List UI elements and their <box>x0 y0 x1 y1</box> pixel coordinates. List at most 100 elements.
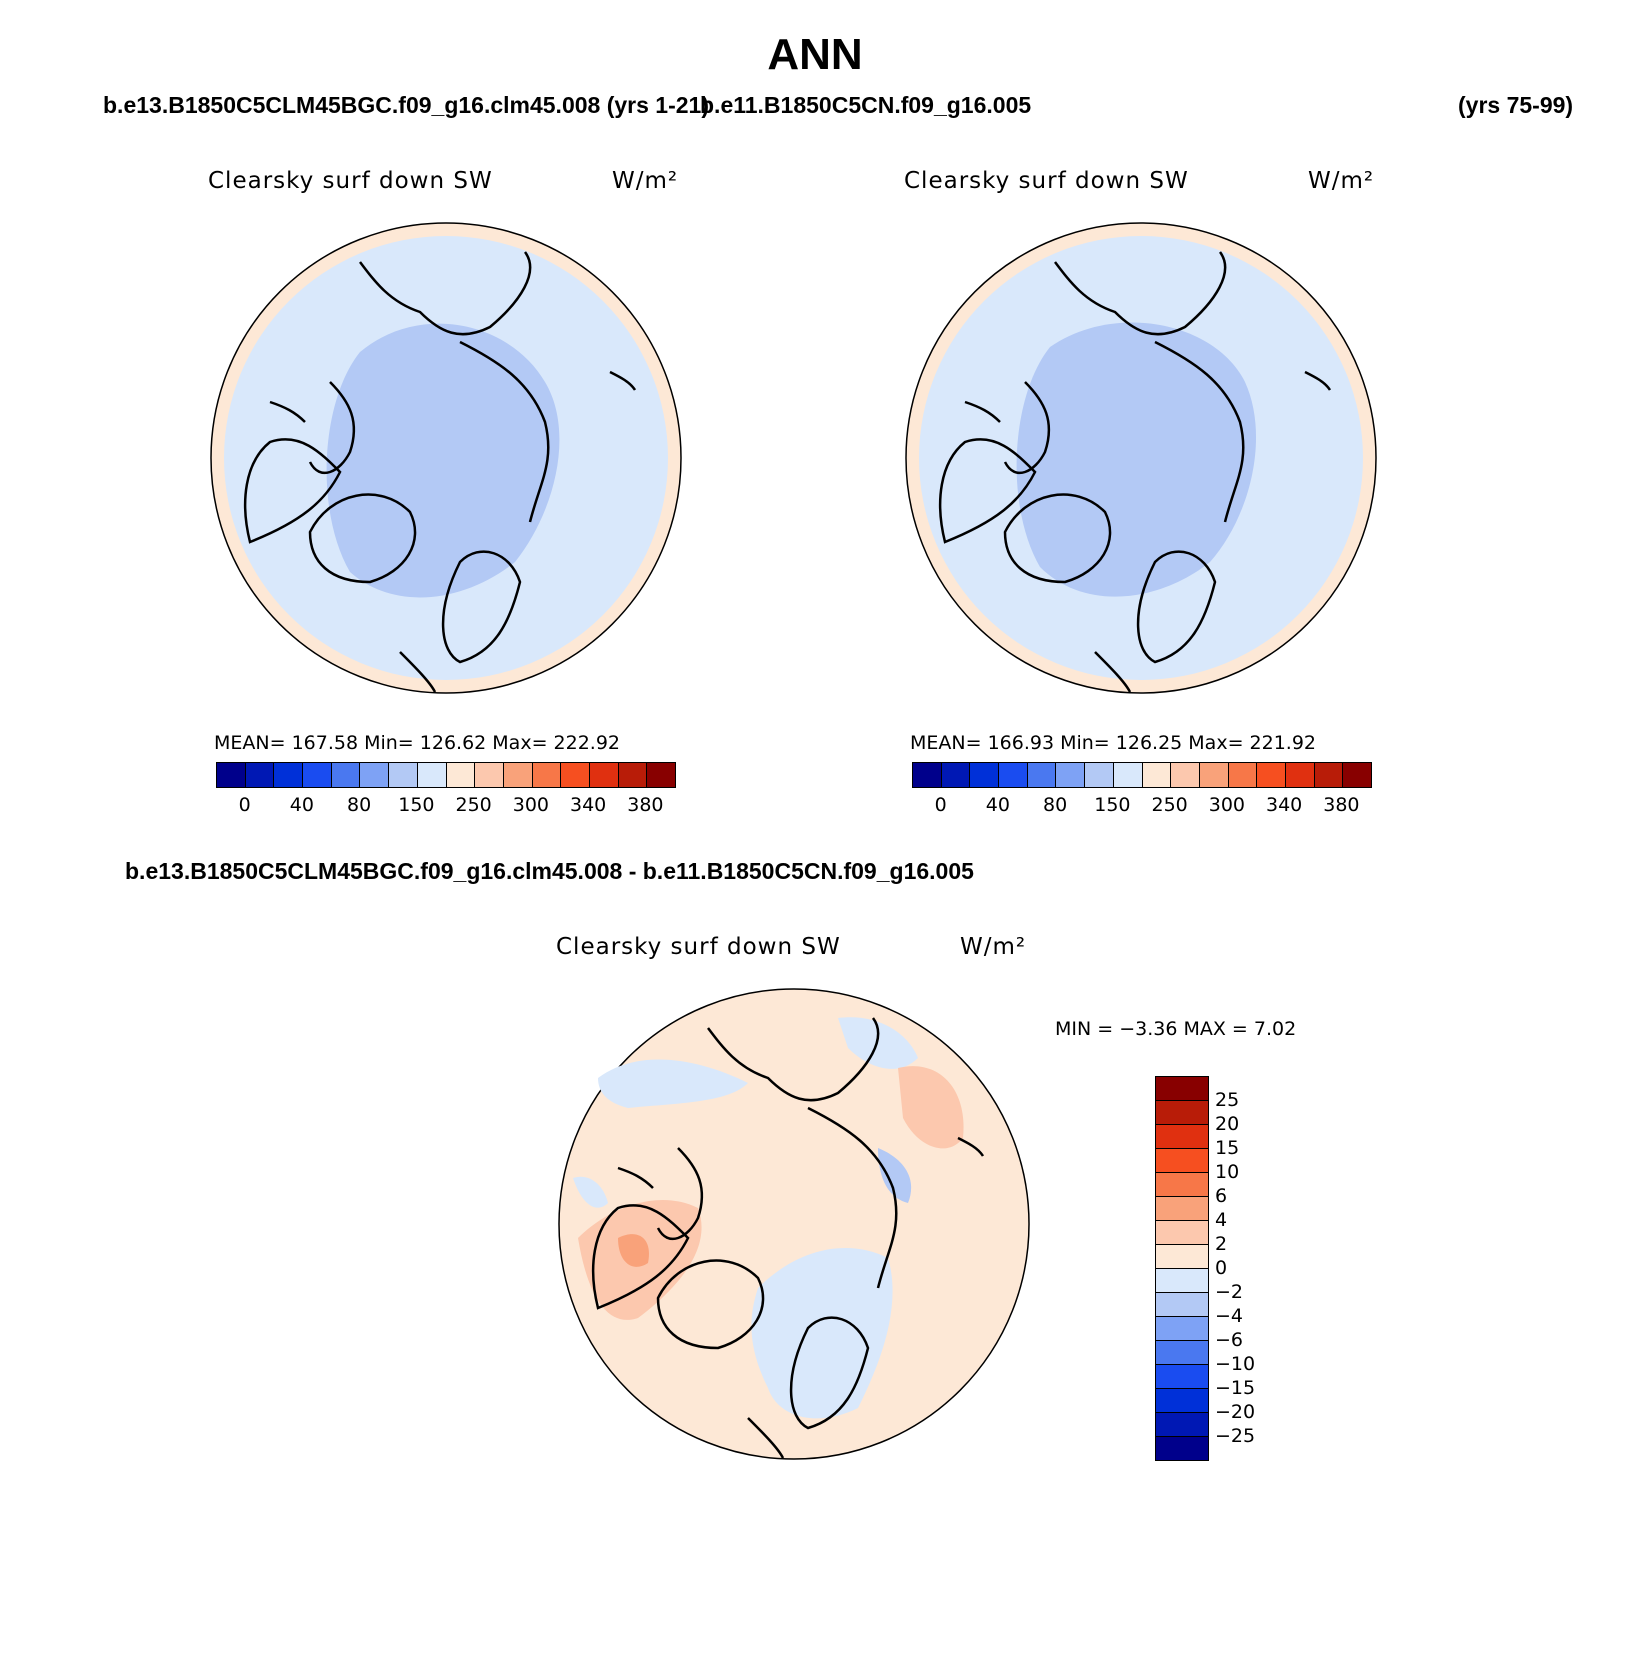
diff-colorbar-swatch <box>1156 1197 1208 1221</box>
colorbar-swatch <box>913 763 942 787</box>
diff-colorbar-swatch <box>1156 1365 1208 1389</box>
colorbar-swatch <box>503 763 533 787</box>
panel1-colorbar <box>216 762 676 788</box>
diff-units: W/m² <box>960 934 1027 960</box>
diff-colorbar-tick-label: 0 <box>1215 1257 1228 1279</box>
colorbar-swatch <box>1314 763 1344 787</box>
diff-colorbar-tick-label: 20 <box>1215 1113 1240 1135</box>
diff-colorbar-tick-label: −6 <box>1215 1329 1244 1351</box>
main-title: ANN <box>767 30 863 79</box>
colorbar-swatch <box>561 763 590 787</box>
colorbar-swatch <box>999 763 1028 787</box>
colorbar-swatch <box>1056 763 1086 787</box>
colorbar-swatch <box>446 763 476 787</box>
diff-colorbar-swatch <box>1156 1245 1208 1269</box>
panel1-units: W/m² <box>612 168 679 194</box>
diff-colorbar-tick-label: −2 <box>1215 1281 1244 1303</box>
diff-map <box>558 988 1030 1460</box>
colorbar-swatch <box>417 763 447 787</box>
colorbar-tick-label: 380 <box>627 794 664 816</box>
diff-colorbar-swatch <box>1156 1437 1208 1460</box>
panel1-stats: MEAN= 167.58 Min= 126.62 Max= 222.92 <box>214 732 621 754</box>
colorbar-swatch <box>245 763 275 787</box>
diff-negative-region-1 <box>598 1059 748 1108</box>
colorbar-tick-label: 250 <box>1151 794 1188 816</box>
diff-colorbar-swatch <box>1156 1269 1208 1293</box>
case2-title: b.e11.B1850C5CN.f09_g16.005 <box>700 92 1032 118</box>
panel2-map <box>905 222 1377 694</box>
panel2-colorbar <box>912 762 1372 788</box>
diff-colorbar-swatch <box>1156 1221 1208 1245</box>
diff-colorbar-tick-label: 4 <box>1215 1209 1228 1231</box>
diff-colorbar-swatch <box>1156 1413 1208 1437</box>
diff-colorbar-tick-label: −15 <box>1215 1377 1256 1399</box>
colorbar-swatch <box>1113 763 1143 787</box>
colorbar-tick-label: 80 <box>347 794 372 816</box>
colorbar-swatch <box>475 763 504 787</box>
panel2-inner-zone <box>1016 322 1257 597</box>
diff-colorbar-tick-label: 2 <box>1215 1233 1228 1255</box>
colorbar-tick-label: 340 <box>569 794 607 816</box>
colorbar-tick-label: 80 <box>1043 794 1068 816</box>
colorbar-tick-label: 0 <box>238 794 251 816</box>
colorbar-swatch <box>331 763 361 787</box>
diff-colorbar-tick-label: 15 <box>1215 1137 1240 1159</box>
colorbar-tick-label: 300 <box>1208 794 1246 816</box>
panel1-coastlines <box>244 251 637 693</box>
diff-negative-region-4 <box>878 1148 912 1203</box>
case2-years: (yrs 75-99) <box>1458 92 1574 118</box>
diff-colorbar-swatch <box>1156 1077 1208 1101</box>
colorbar-swatch <box>1199 763 1229 787</box>
colorbar-swatch <box>1343 763 1371 787</box>
colorbar-swatch <box>1228 763 1258 787</box>
diff-colorbar-tick-label: 25 <box>1215 1089 1240 1111</box>
panel2-variable: Clearsky surf down SW <box>904 168 1189 194</box>
diff-colorbar-swatch <box>1156 1389 1208 1413</box>
diff-colorbar <box>1155 1076 1209 1461</box>
diff-colorbar-swatch <box>1156 1293 1208 1317</box>
panel2-stats: MEAN= 166.93 Min= 126.25 Max= 221.92 <box>910 732 1317 754</box>
colorbar-tick-label: 300 <box>512 794 550 816</box>
colorbar-swatch <box>360 763 390 787</box>
diff-positive-region-2 <box>618 1234 649 1267</box>
diff-negative-region-5 <box>573 1176 608 1208</box>
colorbar-swatch <box>1285 763 1315 787</box>
colorbar-swatch <box>1171 763 1200 787</box>
colorbar-swatch <box>589 763 619 787</box>
case1-title: b.e13.B1850C5CLM45BGC.f09_g16.clm45.008 … <box>103 92 709 118</box>
diff-colorbar-tick-label: −20 <box>1215 1401 1256 1423</box>
colorbar-swatch <box>1257 763 1286 787</box>
colorbar-swatch <box>941 763 971 787</box>
diff-colorbar-tick-label: −25 <box>1215 1425 1256 1447</box>
colorbar-tick-label: 40 <box>985 794 1010 816</box>
panel2-coastlines <box>939 251 1332 693</box>
colorbar-swatch <box>532 763 562 787</box>
diff-colorbar-swatch <box>1156 1341 1208 1365</box>
diff-variable: Clearsky surf down SW <box>556 934 841 960</box>
diff-colorbar-swatch <box>1156 1149 1208 1173</box>
diff-title: b.e13.B1850C5CLM45BGC.f09_g16.clm45.008 … <box>125 858 974 884</box>
colorbar-tick-label: 340 <box>1265 794 1303 816</box>
colorbar-swatch <box>618 763 648 787</box>
panel1-inner-zone <box>326 323 560 598</box>
diff-colorbar-swatch <box>1156 1101 1208 1125</box>
colorbar-swatch <box>1142 763 1172 787</box>
diff-negative-region-2 <box>751 1248 893 1419</box>
colorbar-swatch <box>647 763 675 787</box>
colorbar-swatch <box>303 763 332 787</box>
diff-colorbar-swatch <box>1156 1125 1208 1149</box>
colorbar-swatch <box>1027 763 1057 787</box>
panel2-units: W/m² <box>1308 168 1375 194</box>
colorbar-swatch <box>970 763 1000 787</box>
diff-colorbar-tick-label: 6 <box>1215 1185 1228 1207</box>
colorbar-tick-label: 380 <box>1323 794 1360 816</box>
colorbar-swatch <box>389 763 418 787</box>
colorbar-tick-label: 150 <box>1094 794 1131 816</box>
panel1-map <box>210 222 682 694</box>
diff-minmax: MIN = −3.36 MAX = 7.02 <box>1055 1018 1297 1040</box>
colorbar-swatch <box>217 763 246 787</box>
colorbar-tick-label: 150 <box>398 794 435 816</box>
diff-positive-region-3 <box>898 1066 964 1149</box>
diff-colorbar-swatch <box>1156 1173 1208 1197</box>
diff-colorbar-tick-label: −10 <box>1215 1353 1256 1375</box>
